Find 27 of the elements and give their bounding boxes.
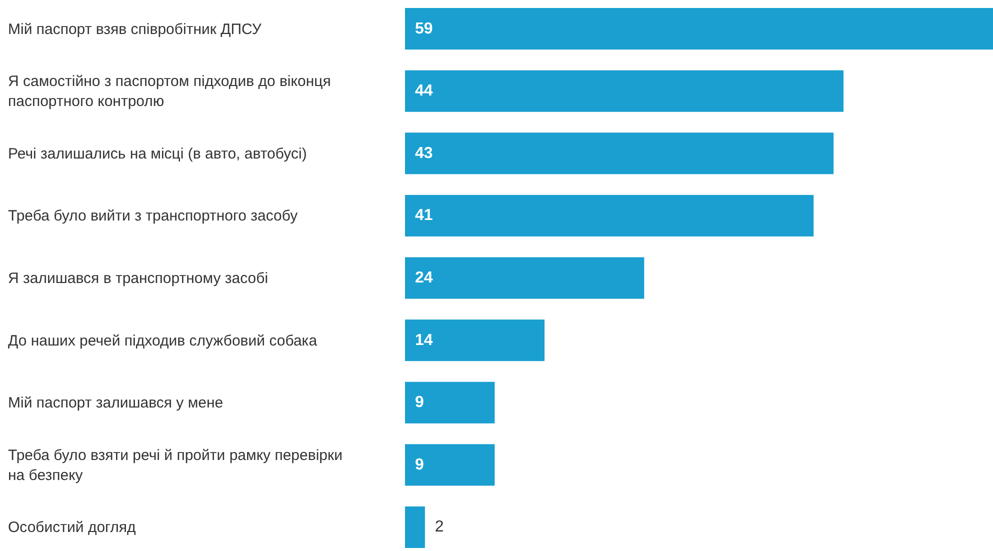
bar (405, 506, 425, 548)
bar (405, 382, 495, 424)
y-tick-label: Я самостійно з паспортом підходив до віконця паспортного контролю (8, 72, 331, 110)
y-tick-label: Я залишався в транспортному засобі (8, 270, 268, 286)
bar (405, 8, 993, 50)
data-label: 2 (434, 518, 444, 536)
bar (405, 132, 834, 174)
data-label: 24 (415, 270, 433, 286)
bar (405, 70, 844, 112)
bar (405, 444, 495, 486)
bar (405, 194, 814, 236)
y-tick-label: Треба було вийти з транспортного засобу (8, 207, 298, 224)
data-label: 9 (415, 394, 424, 412)
data-label: 43 (415, 144, 433, 162)
data-label: 9 (415, 456, 424, 474)
y-tick-label: Особистий догляд (8, 518, 136, 536)
y-tick-label: Треба було взяти речі й пройти рамку перевірки на безпеку (8, 446, 342, 484)
data-label: 14 (415, 332, 433, 349)
y-tick-label: До наших речей підходив службовий собака (8, 332, 318, 349)
y-tick-label: Речі залишались на місці (в авто, автобусі) (8, 144, 307, 162)
data-label: 44 (415, 82, 433, 100)
bar (405, 320, 545, 362)
y-tick-label: Мій паспорт залишався у мене (8, 394, 224, 412)
data-label: 41 (415, 207, 433, 224)
y-tick-label: Мій паспорт взяв співробітник ДПСУ (8, 20, 262, 38)
data-label: 59 (415, 20, 433, 38)
bar (405, 257, 644, 299)
